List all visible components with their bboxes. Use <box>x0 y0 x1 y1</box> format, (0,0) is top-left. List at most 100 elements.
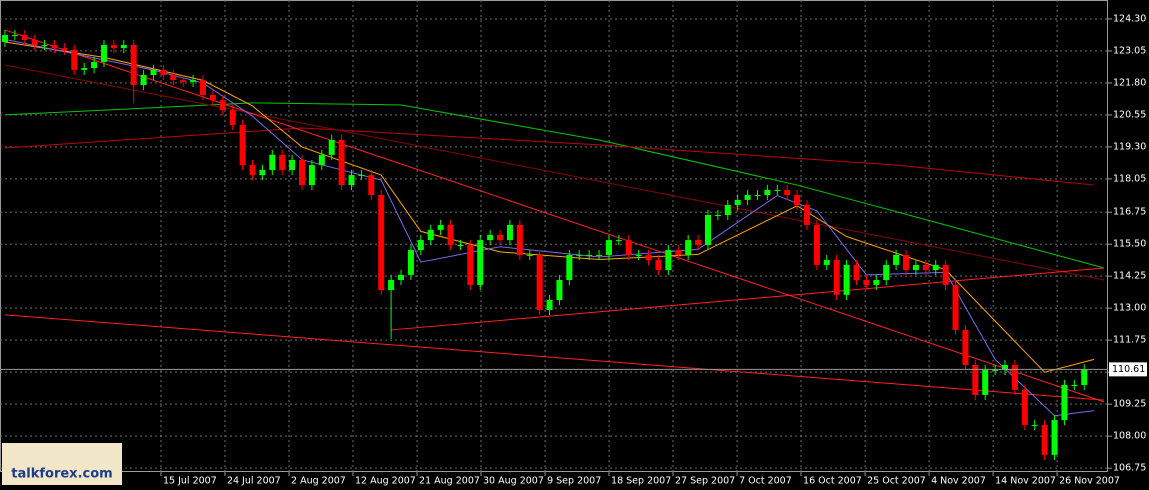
indicator-line <box>4 64 1105 281</box>
candle-body <box>81 68 88 70</box>
candles <box>1 29 1088 460</box>
candle-body <box>833 260 840 295</box>
candle-body <box>625 240 632 255</box>
last-price-label: 110.61 <box>1112 364 1145 375</box>
indicator-line <box>391 267 1105 331</box>
candle-body <box>1 35 8 42</box>
candle-body <box>407 250 414 275</box>
candle-body <box>477 240 484 285</box>
candle-body <box>774 189 781 191</box>
indicator-line <box>4 314 1105 401</box>
candle-body <box>368 175 375 196</box>
candle-body <box>239 124 246 166</box>
candle-body <box>1051 420 1058 455</box>
indicator-line <box>4 102 1105 269</box>
y-tick-label: 113.00 <box>1113 303 1146 314</box>
candle-body <box>71 49 78 70</box>
y-tick-label: 121.80 <box>1113 77 1146 88</box>
x-tick-label: 27 Sep 2007 <box>675 476 735 487</box>
x-tick-label: 26 Nov 2007 <box>1059 476 1120 487</box>
candle-body <box>229 110 236 125</box>
watermark-box <box>2 443 122 485</box>
candle-body <box>437 224 444 230</box>
x-tick-label: 9 Sep 2007 <box>547 476 601 487</box>
candle-body <box>734 199 741 206</box>
last-price-box <box>1109 362 1147 377</box>
y-tick-label: 123.05 <box>1113 45 1146 56</box>
candle-body <box>170 74 177 81</box>
candle-body <box>506 224 513 241</box>
candle-body <box>328 140 335 155</box>
candle-body <box>853 264 860 281</box>
candle-body <box>318 154 325 166</box>
candle-body <box>714 215 721 217</box>
candle-body <box>675 250 682 255</box>
candle-body <box>962 329 969 366</box>
x-tick-label: 2 Aug 2007 <box>291 476 346 487</box>
candle-body <box>31 39 38 46</box>
candle-body <box>1031 424 1038 426</box>
candle-body <box>51 45 58 49</box>
candle-body <box>1041 424 1048 455</box>
candle-body <box>398 274 405 281</box>
candle-body <box>91 61 98 69</box>
indicator-line <box>4 41 1095 373</box>
candle-body <box>823 260 830 265</box>
candle-body <box>982 369 989 395</box>
candle-body <box>378 195 385 291</box>
candle-body <box>308 165 315 186</box>
candle-body <box>695 240 702 245</box>
candle-body <box>259 169 266 176</box>
candle-body <box>645 254 652 261</box>
candle-body <box>586 254 593 256</box>
candle-body <box>61 48 68 50</box>
candle-body <box>992 369 999 371</box>
candle-body <box>219 100 226 111</box>
candle-body <box>100 45 107 62</box>
candle-body <box>883 264 890 281</box>
candle-body <box>21 35 28 40</box>
candle-body <box>912 264 919 271</box>
x-tick-label: 16 Oct 2007 <box>803 476 862 487</box>
candle-body <box>893 254 900 265</box>
x-tick-label: 4 Nov 2007 <box>931 476 986 487</box>
candle-body <box>467 244 474 285</box>
candle-body <box>952 284 959 330</box>
candle-body <box>41 45 48 47</box>
candle-body <box>269 154 276 170</box>
candle-body <box>348 175 355 186</box>
candle-body <box>299 159 306 186</box>
candle-body <box>289 159 296 170</box>
candle-body <box>605 240 612 255</box>
candle-body <box>932 264 939 271</box>
candle-body <box>754 195 761 197</box>
candle-body <box>199 80 206 95</box>
x-tick-label: 21 Aug 2007 <box>419 476 480 487</box>
candle-body <box>1021 389 1028 425</box>
candle-body <box>794 195 801 206</box>
candle-body <box>110 45 117 49</box>
candle-body <box>1081 369 1088 385</box>
candle-body <box>843 264 850 295</box>
y-tick-label: 124.30 <box>1113 13 1146 24</box>
candle-body <box>704 215 711 245</box>
candle-body <box>497 234 504 241</box>
y-tick-label: 115.50 <box>1113 239 1146 250</box>
x-tick-label: 14 Nov 2007 <box>995 476 1056 487</box>
y-tick-label: 108.00 <box>1113 431 1146 442</box>
candle-body <box>516 224 523 255</box>
y-tick-label: 114.25 <box>1113 271 1146 282</box>
indicator-line <box>4 127 1095 186</box>
y-tick-label: 111.75 <box>1113 335 1146 346</box>
candle-body <box>526 254 533 256</box>
candle-body <box>536 254 543 310</box>
candle-body <box>457 244 464 246</box>
candle-body <box>209 94 216 101</box>
candle-body <box>942 264 949 285</box>
candle-body <box>150 69 157 75</box>
candle-body <box>724 205 731 216</box>
candle-body <box>635 254 642 256</box>
candle-body <box>427 229 434 241</box>
candle-body <box>417 240 424 251</box>
